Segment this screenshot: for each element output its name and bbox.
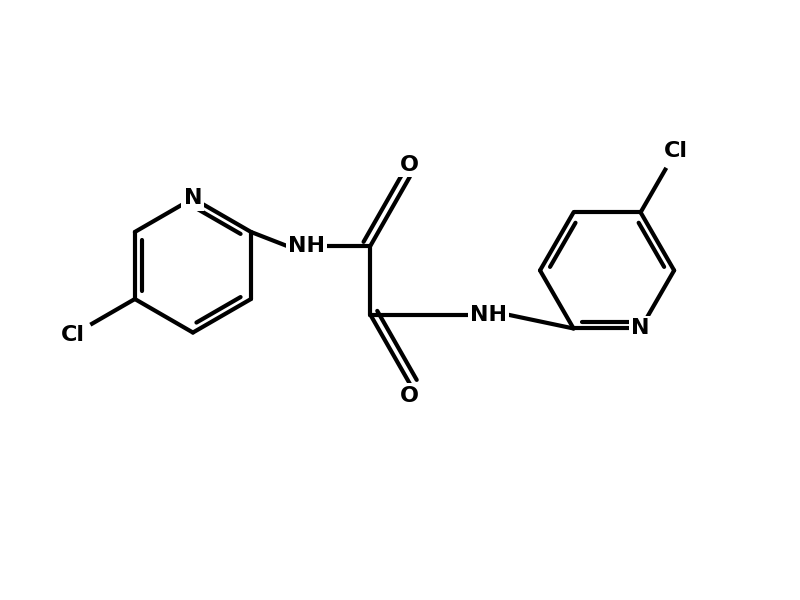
Text: Cl: Cl — [62, 325, 86, 344]
Text: O: O — [400, 155, 419, 175]
Text: Cl: Cl — [664, 141, 688, 161]
Text: NH: NH — [288, 236, 325, 256]
Text: N: N — [184, 188, 202, 208]
Text: O: O — [400, 386, 419, 406]
Text: N: N — [631, 319, 650, 338]
Text: NH: NH — [470, 305, 507, 325]
